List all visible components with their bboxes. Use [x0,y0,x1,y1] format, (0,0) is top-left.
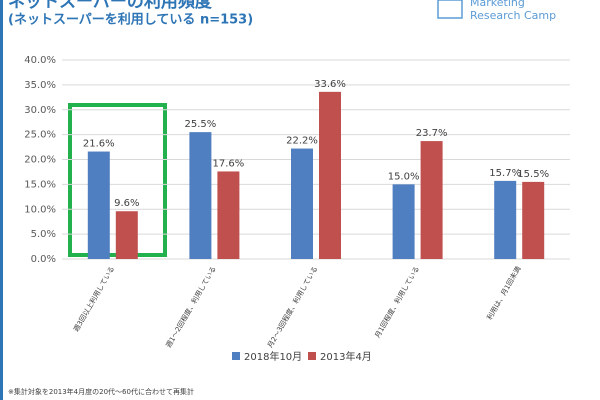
value-label: 15.7% [489,168,521,179]
y-tick-label: 0.0% [31,254,56,265]
value-label: 17.6% [213,158,245,169]
bar [494,180,517,259]
x-tick-label: 週3回以上利用している [71,265,116,334]
bar [217,171,240,259]
edge-stripe [0,0,3,400]
bar [87,151,110,259]
y-tick-label: 10.0% [24,204,56,215]
value-label: 33.6% [314,79,346,90]
value-label: 9.6% [114,198,139,209]
legend-swatch [308,352,316,360]
legend-label: 2018年10月 [244,350,302,363]
legend-swatch [232,352,240,360]
y-tick-label: 15.0% [24,179,56,190]
value-label: 21.6% [83,139,115,150]
bar [319,91,341,259]
bar [420,141,443,259]
value-label: 15.0% [388,171,420,182]
bar [189,132,212,259]
chart-subtitle: (ネットスーパーを利用している n=153) [8,12,253,28]
bar [115,211,138,259]
y-tick-label: 20.0% [24,155,56,166]
chart-title: ネットスーパーの利用頻度 [8,0,213,12]
logo-text: Research Camp [470,9,556,22]
value-label: 15.5% [517,169,549,180]
y-tick-label: 25.0% [24,130,56,141]
y-tick-label: 5.0% [31,229,56,240]
footnote: ※集計対象を2013年4月度の20代〜60代に合わせて再集計 [8,387,194,396]
x-tick-label: 利用は、月1回未満 [485,265,523,322]
x-tick-label: 月2〜3回程度、利用している [265,265,319,350]
y-tick-label: 30.0% [24,105,56,116]
x-tick-label: 月1回程度、利用している [373,265,421,340]
x-tick-label: 週1〜2回程度、利用している [164,265,218,350]
value-label: 23.7% [416,128,448,139]
logo-mark [437,0,463,19]
y-tick-label: 35.0% [24,80,56,91]
y-tick-label: 40.0% [24,55,56,66]
bar [291,148,313,259]
legend-label: 2013年4月 [320,350,372,363]
value-label: 22.2% [286,136,318,147]
bar [522,181,545,259]
value-label: 25.5% [185,119,217,130]
bar [392,184,415,259]
logo-text: Marketing [470,0,525,9]
